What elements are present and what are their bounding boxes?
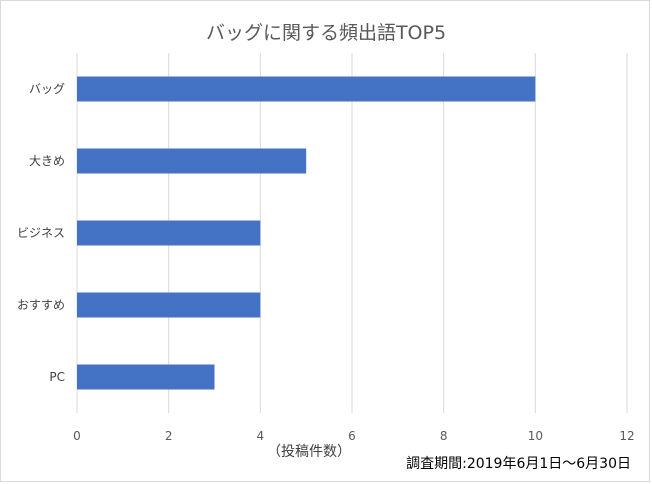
bar-0 [77, 76, 536, 102]
bar-4 [77, 364, 215, 390]
gridlines [76, 53, 628, 413]
x-tick-label: 4 [257, 429, 265, 443]
x-tick-label: 12 [619, 429, 634, 443]
survey-period-note: 調査期間:2019年6月1日～6月30日 [406, 456, 631, 472]
category-label: おすすめ [17, 298, 65, 312]
category-label: ビジネス [17, 226, 65, 240]
category-label: バッグ [29, 82, 65, 96]
bars [77, 76, 536, 390]
x-tick-label: 2 [165, 429, 173, 443]
bar-3 [77, 292, 261, 318]
category-label: 大きめ [29, 154, 65, 168]
x-tick-label: 6 [348, 429, 356, 443]
x-axis-title: （投稿件数） [267, 444, 351, 460]
x-tick-label: 10 [528, 429, 543, 443]
bar-1 [77, 148, 307, 174]
chart-title: バッグに関する頻出語TOP5 [206, 22, 446, 44]
category-label: PC [49, 370, 65, 384]
bar-2 [77, 220, 261, 246]
x-tick-labels: 0 2 4 6 8 10 12 [73, 429, 634, 443]
x-tick-label: 0 [73, 429, 81, 443]
x-tick-label: 8 [440, 429, 448, 443]
